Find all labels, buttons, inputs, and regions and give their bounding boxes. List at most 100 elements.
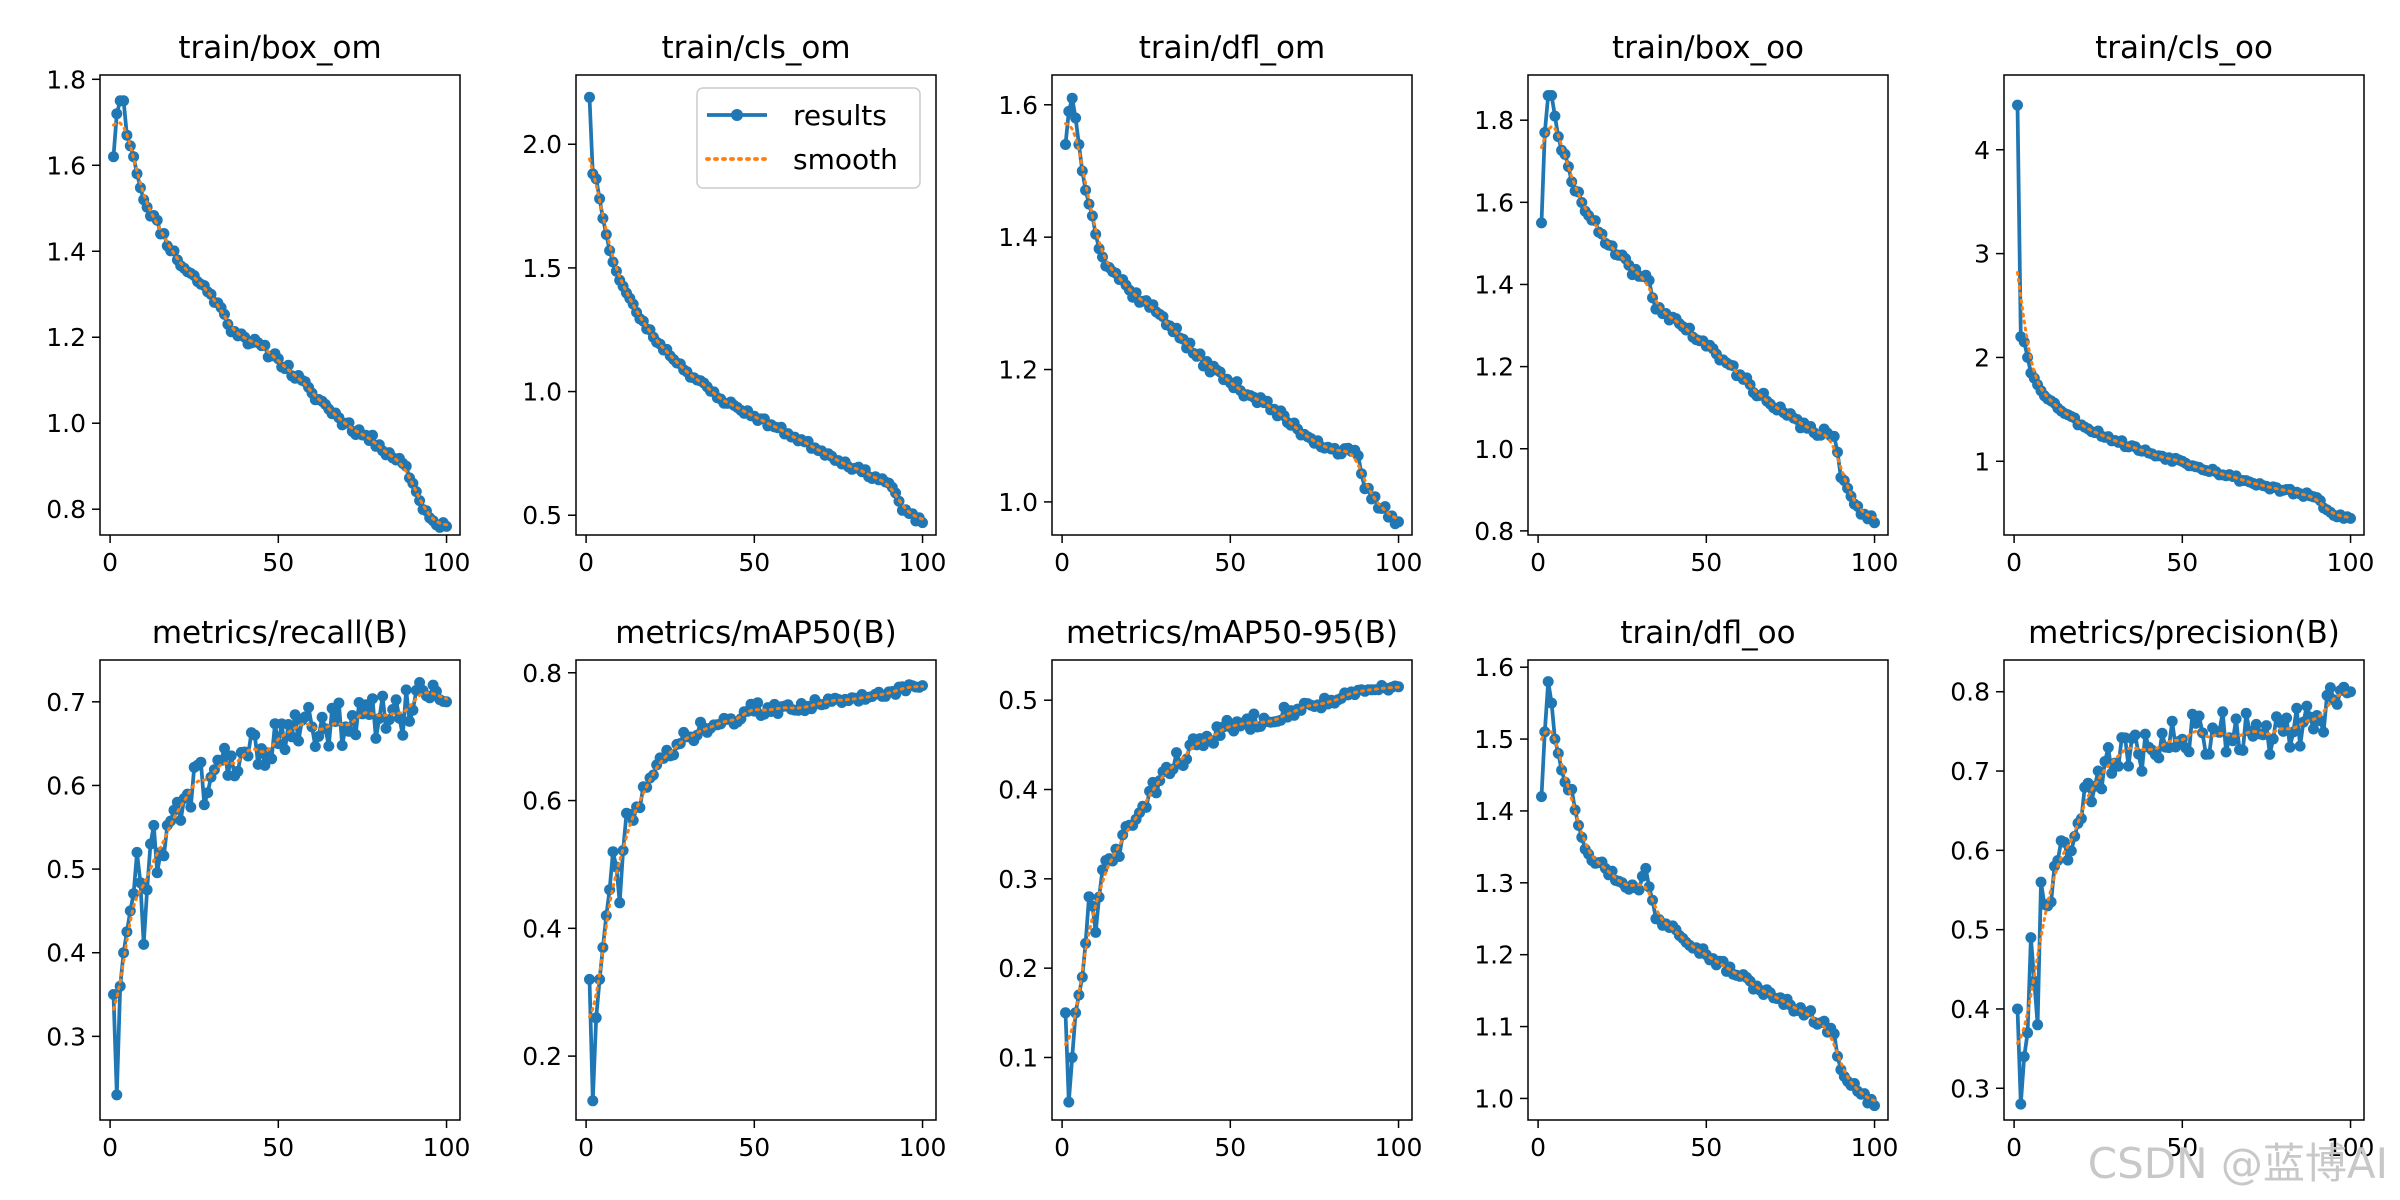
results-point bbox=[1562, 161, 1574, 173]
x-tick-label: 0 bbox=[1530, 1133, 1546, 1162]
axes-frame bbox=[1051, 659, 1413, 1121]
y-tick-label: 1.6 bbox=[1474, 188, 1514, 217]
y-tick-label: 1.6 bbox=[1474, 653, 1514, 682]
y-tick-label: 0.2 bbox=[522, 1042, 562, 1071]
y-tick-label: 1.3 bbox=[1474, 869, 1514, 898]
series-group bbox=[2012, 99, 2356, 524]
y-tick-label: 0.6 bbox=[46, 771, 86, 800]
results-point bbox=[1083, 891, 1095, 903]
y-tick-label: 0.5 bbox=[522, 501, 562, 530]
results-point bbox=[1063, 1096, 1075, 1108]
results-point bbox=[607, 846, 619, 858]
y-tick-label: 0.3 bbox=[998, 865, 1038, 894]
results-point bbox=[316, 711, 328, 723]
results-point bbox=[175, 814, 187, 826]
legend-frame bbox=[696, 87, 921, 189]
x-tick-label: 100 bbox=[1375, 1133, 1423, 1162]
results-point bbox=[2318, 726, 2330, 738]
results-point bbox=[313, 730, 325, 742]
smooth-line bbox=[588, 684, 924, 1019]
results-point bbox=[1261, 395, 1273, 407]
y-tick-label: 1.0 bbox=[998, 488, 1038, 517]
results-point bbox=[225, 750, 237, 762]
results-point bbox=[584, 91, 595, 103]
series-group bbox=[1060, 680, 1404, 1108]
results-point bbox=[158, 850, 170, 862]
y-tick-label: 0.3 bbox=[46, 1022, 86, 1051]
watermark: CSDN @蓝博AI bbox=[2088, 1139, 2388, 1188]
x-tick-label: 100 bbox=[1851, 1133, 1899, 1162]
results-point bbox=[282, 359, 294, 371]
y-tick-label: 1.6 bbox=[998, 91, 1038, 120]
results-point bbox=[1633, 884, 1645, 896]
results-point bbox=[1060, 1007, 1071, 1019]
y-tick-label: 0.1 bbox=[998, 1043, 1038, 1072]
results-point bbox=[141, 884, 153, 896]
y-tick-label: 0.4 bbox=[46, 939, 86, 968]
results-point bbox=[2230, 713, 2242, 725]
results-point bbox=[2294, 740, 2306, 752]
axes-frame bbox=[1051, 74, 1413, 536]
results-point bbox=[2220, 746, 2232, 758]
y-tick-label: 0.4 bbox=[522, 914, 562, 943]
panel-title: metrics/recall(B) bbox=[152, 615, 408, 651]
chart-panel-8: metrics/mAP50-95(B) 0 50 100 0.1 0.2 0.3 0.4 0.5 bbox=[998, 615, 1422, 1162]
smooth-line bbox=[1540, 728, 1876, 1103]
results-point bbox=[266, 753, 278, 765]
results-point bbox=[2264, 748, 2276, 760]
results-point bbox=[2086, 796, 2097, 808]
x-tick-label: 0 bbox=[578, 548, 594, 577]
x-tick-label: 100 bbox=[423, 1133, 471, 1162]
results-point bbox=[380, 722, 392, 734]
results-point bbox=[2129, 729, 2141, 741]
results-point bbox=[202, 787, 214, 799]
axes-frame bbox=[1527, 659, 1889, 1121]
chart-panel-9: train/dfl_oo 0 50 100 1.0 1.1 1.2 1.3 1.4 1.5 1.6 bbox=[1474, 615, 1898, 1162]
results-point bbox=[131, 846, 143, 858]
results-point bbox=[343, 417, 355, 429]
results-point bbox=[138, 938, 150, 950]
results-point bbox=[1248, 708, 1260, 720]
legend: results smooth bbox=[696, 87, 921, 189]
results-point bbox=[145, 838, 156, 850]
x-tick-label: 100 bbox=[899, 1133, 947, 1162]
panel-title: train/dfl_om bbox=[1139, 30, 1325, 66]
panel-title: train/cls_om bbox=[661, 30, 850, 66]
results-point bbox=[2035, 876, 2047, 888]
y-tick-label: 0.5 bbox=[1950, 916, 1990, 945]
results-point bbox=[124, 140, 136, 152]
y-tick-label: 0.8 bbox=[1950, 678, 1990, 707]
results-point bbox=[323, 740, 335, 752]
results-point bbox=[383, 714, 395, 726]
y-tick-label: 0.2 bbox=[998, 954, 1038, 983]
smooth-line bbox=[1064, 685, 1400, 1046]
y-tick-label: 1.5 bbox=[522, 254, 562, 283]
results-point bbox=[367, 693, 378, 705]
results-point bbox=[118, 95, 130, 107]
results-point bbox=[2156, 727, 2168, 739]
results-point bbox=[1869, 517, 1880, 529]
results-point bbox=[2139, 728, 2151, 740]
chart-panel-4: train/box_oo 0 50 100 0.8 1.0 1.2 1.4 1.6 1.8 bbox=[1474, 30, 1898, 577]
legend-smooth-label: smooth bbox=[793, 143, 898, 176]
y-tick-label: 0.5 bbox=[998, 686, 1038, 715]
results-point bbox=[1546, 90, 1558, 101]
results-line bbox=[1063, 683, 1399, 1104]
results-point bbox=[336, 740, 348, 751]
axes-frame bbox=[99, 74, 461, 536]
results-point bbox=[1070, 1007, 1082, 1019]
chart-panel-6: metrics/recall(B) 0 50 100 0.3 0.4 0.5 0.6 0.7 bbox=[46, 615, 470, 1162]
x-tick-label: 100 bbox=[2327, 548, 2375, 577]
results-point bbox=[108, 151, 119, 163]
results-point bbox=[219, 742, 230, 754]
y-tick-label: 0.6 bbox=[1950, 836, 1990, 865]
chart-panel-3: train/dfl_om 0 50 100 1.0 1.2 1.4 1.6 bbox=[998, 30, 1422, 577]
results-point bbox=[303, 701, 315, 713]
results-point bbox=[1113, 851, 1125, 862]
results-point bbox=[1536, 217, 1547, 229]
series-group bbox=[108, 677, 452, 1101]
results-point bbox=[2291, 702, 2303, 714]
results-point bbox=[2032, 1019, 2044, 1031]
smooth-line bbox=[112, 121, 448, 527]
